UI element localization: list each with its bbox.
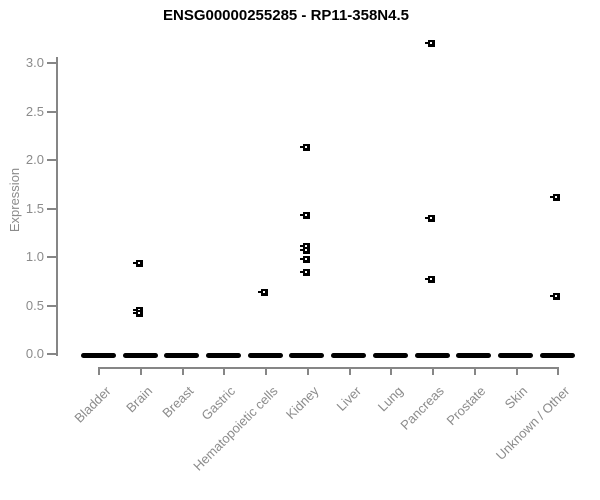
- x-category-label: Pancreas: [397, 383, 448, 433]
- data-point: [299, 211, 310, 219]
- x-category-label: Bladder: [70, 383, 114, 426]
- y-tick-label: 1.0: [25, 249, 44, 264]
- zero-expression-cluster: [331, 353, 367, 358]
- data-point: [425, 40, 436, 48]
- zero-expression-cluster: [498, 353, 534, 358]
- y-tick-label: 0.5: [25, 297, 44, 313]
- y-axis-line: [56, 57, 58, 356]
- zero-expression-cluster: [289, 353, 325, 358]
- data-point: [550, 293, 561, 301]
- y-tick: [47, 256, 56, 258]
- y-tick-label: 2.5: [25, 103, 44, 119]
- zero-expression-cluster: [372, 353, 408, 358]
- data-point: [299, 269, 310, 277]
- y-tick: [47, 304, 56, 307]
- y-tick-label: 3.0: [25, 55, 44, 70]
- x-category-label: Skin: [502, 383, 531, 412]
- y-tick-label: 2.0: [25, 152, 44, 167]
- data-point: [550, 194, 561, 202]
- y-tick-label: 0.0: [25, 346, 44, 361]
- data-point: [299, 246, 310, 254]
- x-tick: [515, 367, 518, 375]
- x-tick: [390, 367, 393, 375]
- x-tick: [223, 367, 226, 375]
- x-tick: [98, 367, 101, 375]
- x-category-label: Brain: [122, 383, 155, 416]
- x-tick: [348, 367, 351, 375]
- x-category-label: Liver: [333, 383, 364, 414]
- data-point: [258, 289, 269, 297]
- y-tick: [47, 110, 56, 113]
- zero-expression-cluster: [80, 353, 116, 358]
- x-category-label: Breast: [159, 383, 197, 421]
- zero-expression-cluster: [205, 353, 241, 358]
- x-tick: [473, 367, 476, 375]
- x-category-label: Gastric: [198, 383, 239, 424]
- data-point: [425, 275, 436, 283]
- data-point: [133, 309, 144, 317]
- zero-expression-cluster: [539, 353, 575, 358]
- zero-expression-cluster: [247, 353, 283, 358]
- data-point: [299, 242, 310, 250]
- y-tick: [47, 353, 56, 355]
- y-tick: [47, 62, 56, 64]
- x-category-label: Hematopoietic cells: [189, 383, 281, 474]
- chart-title: ENSG00000255285 - RP11-358N4.5: [162, 7, 409, 24]
- x-tick: [181, 367, 184, 375]
- x-category-label: Kidney: [283, 383, 322, 423]
- zero-expression-cluster: [414, 353, 450, 358]
- zero-expression-cluster: [164, 353, 200, 358]
- data-point: [299, 256, 310, 264]
- x-tick: [306, 367, 309, 375]
- y-tick: [47, 159, 56, 161]
- zero-expression-cluster: [122, 353, 158, 358]
- x-tick: [557, 367, 560, 375]
- y-tick-label: 1.5: [25, 200, 44, 216]
- data-point: [425, 214, 436, 222]
- data-point: [133, 260, 144, 268]
- y-tick: [47, 207, 56, 210]
- data-point: [299, 143, 310, 151]
- x-category-label: Prostate: [443, 383, 489, 429]
- x-tick: [265, 367, 268, 375]
- x-tick: [140, 367, 143, 375]
- x-axis-line: [98, 367, 559, 369]
- x-category-label: Lung: [374, 383, 406, 415]
- zero-expression-cluster: [456, 353, 492, 358]
- x-tick: [432, 367, 435, 375]
